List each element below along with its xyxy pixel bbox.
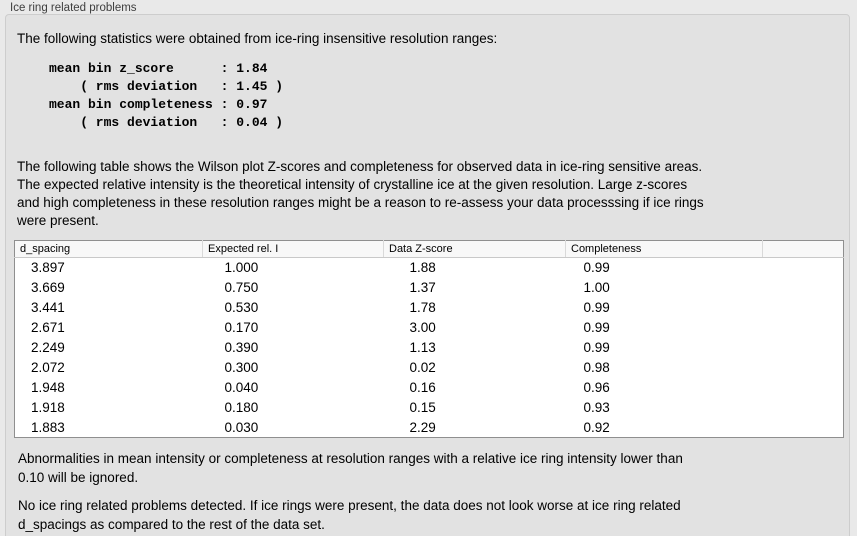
table-row[interactable]: 3.669 0.750 1.37 1.00 [15,278,844,298]
ignore-note: Abnormalities in mean intensity or compl… [18,451,683,485]
conclusion-note: No ice ring related problems detected. I… [18,498,681,532]
cell-d-spacing: 1.948 [31,380,65,395]
cell-completeness: 0.99 [583,300,610,315]
cell-empty [763,338,844,358]
cell-empty [763,358,844,378]
cell-data-z-score: 1.37 [409,280,436,295]
cell-completeness: 0.93 [583,400,610,415]
cell-empty [763,278,844,298]
cell-expected-rel-i: 0.300 [224,360,259,375]
cell-empty [763,398,844,418]
table-row[interactable]: 2.072 0.300 0.02 0.98 [15,358,844,378]
cell-d-spacing: 1.883 [31,419,65,435]
table-row[interactable]: 1.918 0.180 0.15 0.93 [15,398,844,418]
cell-d-spacing: 3.897 [31,260,65,276]
cell-empty [763,258,844,278]
cell-completeness: 1.00 [583,280,610,295]
cell-data-z-score: 0.16 [409,380,436,395]
cell-data-z-score: 1.13 [409,340,436,355]
cell-completeness: 0.98 [583,360,610,375]
cell-empty [763,418,844,438]
table-row[interactable]: 1.948 0.040 0.16 0.96 [15,378,844,398]
stats-intro-text: The following statistics were obtained f… [17,31,498,46]
cell-empty [763,378,844,398]
cell-empty [763,318,844,338]
cell-d-spacing: 2.249 [31,340,65,355]
stats-block: mean bin z_score : 1.84 ( rms deviation … [49,61,284,130]
cell-d-spacing: 1.918 [31,400,65,415]
table-row[interactable]: 2.671 0.170 3.00 0.99 [15,318,844,338]
ice-ring-table: d_spacing Expected rel. I Data Z-score C… [14,240,844,438]
cell-empty [763,298,844,318]
cell-expected-rel-i: 0.170 [224,320,259,335]
cell-d-spacing: 2.072 [31,360,65,375]
cell-data-z-score: 2.29 [409,419,436,435]
table-row[interactable]: 2.249 0.390 1.13 0.99 [15,338,844,358]
table-row[interactable]: 3.897 1.000 1.88 0.99 [15,258,844,278]
cell-data-z-score: 0.02 [409,360,436,375]
cell-d-spacing: 3.441 [31,300,65,315]
column-header-data-z-score[interactable]: Data Z-score [383,240,566,258]
column-header-d-spacing[interactable]: d_spacing [14,240,203,258]
column-header-completeness[interactable]: Completeness [565,240,763,258]
cell-data-z-score: 1.88 [409,260,436,276]
cell-data-z-score: 0.15 [409,400,436,415]
cell-expected-rel-i: 0.040 [224,380,259,395]
ice-ring-groupbox: The following statistics were obtained f… [5,14,850,536]
cell-completeness: 0.99 [583,260,610,276]
cell-data-z-score: 3.00 [409,320,436,335]
column-header-empty [762,240,844,258]
cell-expected-rel-i: 0.750 [224,280,259,295]
section-title: Ice ring related problems [10,2,137,14]
cell-d-spacing: 3.669 [31,280,65,295]
cell-completeness: 0.92 [583,419,610,435]
cell-completeness: 0.99 [583,340,610,355]
table-description: The following table shows the Wilson plo… [17,159,704,228]
cell-expected-rel-i: 0.530 [224,300,259,315]
table-row[interactable]: 1.883 0.030 2.29 0.92 [15,418,844,438]
cell-completeness: 0.96 [583,380,610,395]
cell-expected-rel-i: 1.000 [224,260,259,276]
column-header-expected-rel-i[interactable]: Expected rel. I [202,240,384,258]
cell-d-spacing: 2.671 [31,320,65,335]
table-row[interactable]: 3.441 0.530 1.78 0.99 [15,298,844,318]
cell-expected-rel-i: 0.180 [224,400,259,415]
cell-expected-rel-i: 0.390 [224,340,259,355]
cell-data-z-score: 1.78 [409,300,436,315]
cell-expected-rel-i: 0.030 [224,419,259,435]
table-header-row: d_spacing Expected rel. I Data Z-score C… [14,240,844,258]
cell-completeness: 0.99 [583,320,610,335]
